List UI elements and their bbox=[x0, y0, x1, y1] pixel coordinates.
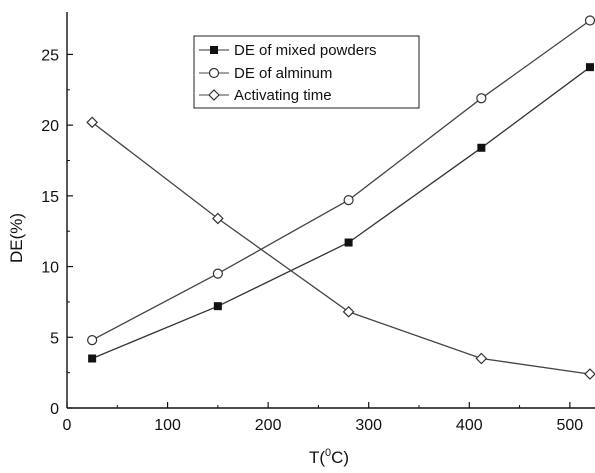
data-point bbox=[584, 15, 595, 26]
x-tick-label: 400 bbox=[456, 417, 483, 434]
legend-label-alminum: DE of alminum bbox=[234, 65, 332, 82]
series-0 bbox=[88, 63, 594, 363]
y-tick-label: 0 bbox=[50, 401, 59, 418]
series-layer bbox=[86, 15, 595, 380]
data-point bbox=[475, 352, 488, 365]
y-tick-label: 10 bbox=[41, 260, 59, 277]
y-tick-label: 15 bbox=[41, 189, 59, 206]
y-tick-label: 5 bbox=[50, 330, 59, 347]
series-line-0 bbox=[91, 66, 591, 360]
legend: DE of mixed powders DE of alminum Activa… bbox=[193, 35, 420, 109]
series-2 bbox=[86, 116, 595, 380]
x-tick-label: 300 bbox=[355, 417, 382, 434]
data-point bbox=[88, 354, 97, 363]
x-tick-label: 100 bbox=[154, 417, 181, 434]
y-axis-label: DE(%) bbox=[7, 213, 26, 263]
legend-marker-alminum bbox=[208, 67, 220, 79]
data-point bbox=[87, 335, 98, 346]
x-axis-label-sup: 0 bbox=[325, 447, 331, 459]
y-tick-label: 25 bbox=[41, 47, 59, 64]
series-1 bbox=[87, 15, 595, 346]
x-tick-label: 500 bbox=[557, 417, 584, 434]
legend-label-activating-time: Activating time bbox=[234, 87, 332, 104]
data-point bbox=[212, 268, 223, 279]
data-point bbox=[477, 143, 486, 152]
x-axis-label-tail: C) bbox=[331, 448, 349, 467]
data-point bbox=[86, 116, 98, 129]
y-tick-label: 20 bbox=[41, 118, 59, 135]
series-line-2 bbox=[91, 121, 591, 375]
data-point bbox=[343, 195, 354, 206]
x-axis-label-main: T( bbox=[309, 448, 325, 467]
data-point bbox=[212, 212, 224, 225]
data-point bbox=[344, 238, 353, 247]
legend-marker-mixed-powders bbox=[210, 46, 218, 54]
data-point bbox=[585, 63, 594, 72]
legend-label-mixed-powders: DE of mixed powders bbox=[234, 42, 377, 59]
x-axis-label: T(0C) bbox=[309, 447, 349, 467]
data-point bbox=[213, 302, 222, 311]
x-tick-label: 0 bbox=[63, 417, 72, 434]
data-point bbox=[476, 93, 487, 104]
legend-box bbox=[193, 35, 420, 109]
data-point bbox=[584, 368, 595, 380]
legend-marker-activating-time bbox=[208, 89, 220, 101]
data-point bbox=[342, 305, 355, 318]
axes: 0 5 10 15 20 25 0 100 200 300 400 500 bbox=[41, 12, 595, 434]
x-tick-label: 200 bbox=[255, 417, 282, 434]
